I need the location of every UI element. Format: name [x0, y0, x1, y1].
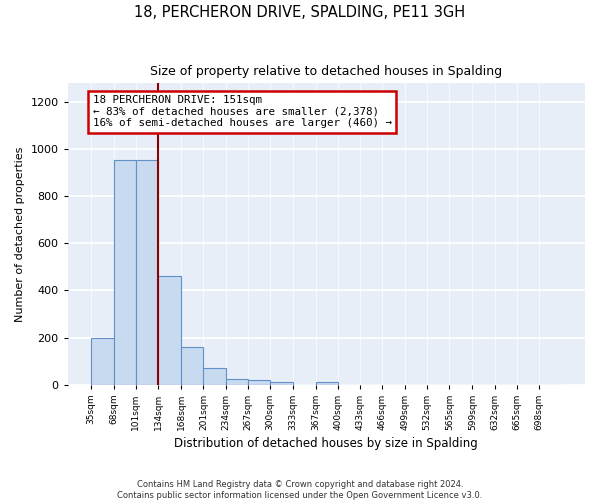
Bar	[91, 338, 113, 384]
Bar	[316, 382, 338, 384]
Bar	[203, 368, 226, 384]
Text: Contains HM Land Registry data © Crown copyright and database right 2024.
Contai: Contains HM Land Registry data © Crown c…	[118, 480, 482, 500]
X-axis label: Distribution of detached houses by size in Spalding: Distribution of detached houses by size …	[175, 437, 478, 450]
Bar	[270, 382, 293, 384]
Bar	[181, 347, 203, 385]
Text: 18 PERCHERON DRIVE: 151sqm
← 83% of detached houses are smaller (2,378)
16% of s: 18 PERCHERON DRIVE: 151sqm ← 83% of deta…	[92, 95, 392, 128]
Bar	[248, 380, 270, 384]
Text: 18, PERCHERON DRIVE, SPALDING, PE11 3GH: 18, PERCHERON DRIVE, SPALDING, PE11 3GH	[134, 5, 466, 20]
Y-axis label: Number of detached properties: Number of detached properties	[15, 146, 25, 322]
Title: Size of property relative to detached houses in Spalding: Size of property relative to detached ho…	[150, 65, 502, 78]
Bar	[136, 160, 158, 384]
Bar	[113, 160, 136, 384]
Bar	[226, 379, 248, 384]
Bar	[158, 276, 181, 384]
